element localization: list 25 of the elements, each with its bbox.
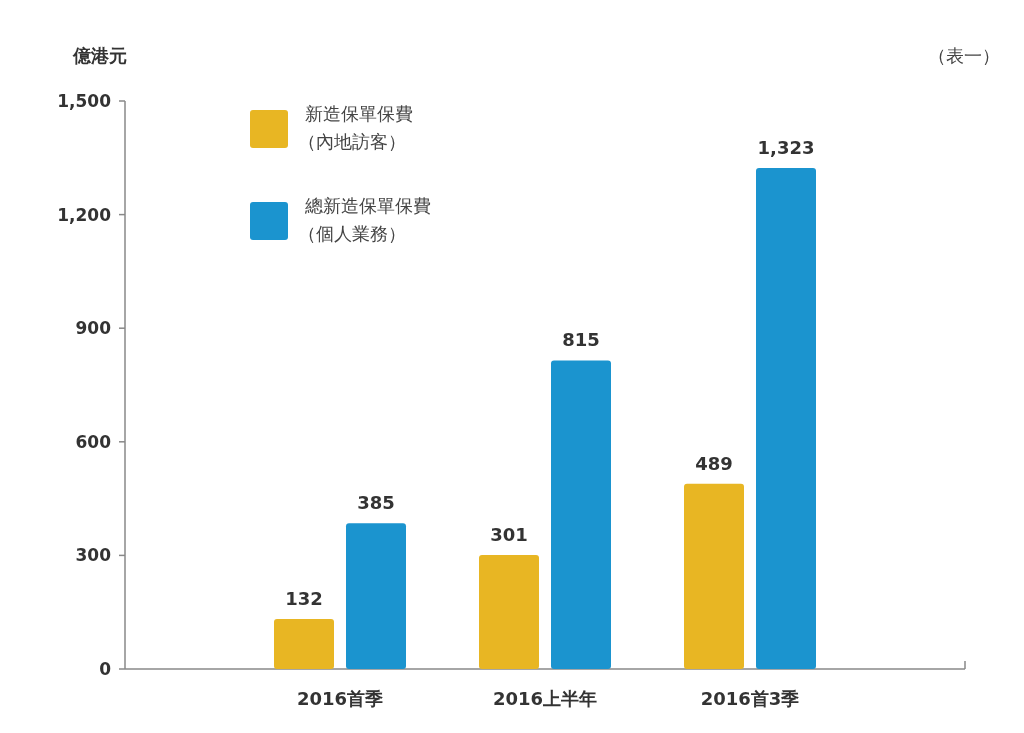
x-tick-label: 2016首季 (296, 688, 384, 709)
data-label: 385 (357, 492, 395, 514)
y-axis-title: 億港元 (72, 45, 127, 66)
x-tick-label: 2016首3季 (700, 688, 800, 709)
y-tick-label: 0 (99, 659, 112, 679)
bar (274, 619, 334, 669)
bar (756, 168, 816, 669)
bar (551, 360, 611, 669)
data-label: 301 (490, 524, 528, 546)
data-label: 1,323 (757, 137, 815, 159)
x-tick-label: 2016上半年 (492, 688, 598, 709)
y-tick-label: 1,500 (57, 91, 112, 111)
legend-label: 總新造保單保費（個人業務） (298, 195, 431, 244)
text: （表一） (928, 45, 1000, 66)
bar (479, 555, 539, 669)
data-label: 489 (695, 452, 733, 474)
data-label: 815 (562, 329, 600, 351)
y-tick-label: 1,200 (57, 204, 112, 225)
legend-label: 新造保單保費（內地訪客） (298, 103, 413, 152)
bar (684, 483, 744, 669)
bar (346, 523, 406, 669)
y-tick-label: 900 (75, 318, 112, 339)
y-tick-label: 300 (75, 545, 112, 566)
data-label: 132 (285, 588, 323, 610)
y-tick-label: 600 (75, 431, 112, 452)
